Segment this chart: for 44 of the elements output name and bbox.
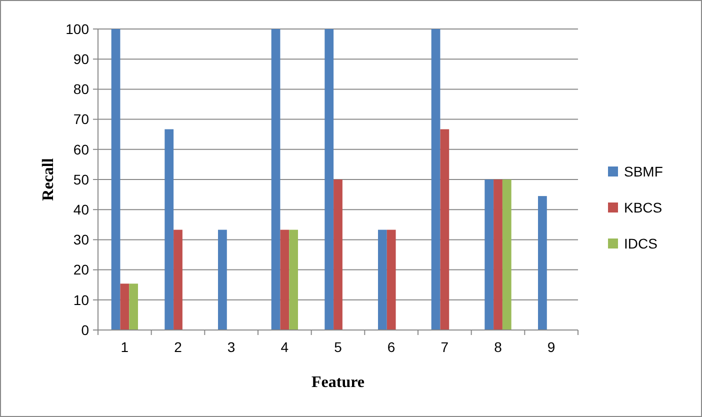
x-tick-label: 2 xyxy=(174,339,182,355)
y-tick-label: 80 xyxy=(73,81,90,98)
x-tick-label: 7 xyxy=(440,339,449,355)
bar xyxy=(431,29,440,330)
x-tick-label: 9 xyxy=(547,339,556,355)
bar xyxy=(218,230,227,330)
bar xyxy=(538,196,547,330)
legend-label: KBCS xyxy=(624,199,662,216)
bar xyxy=(386,230,396,330)
y-tick-label: 90 xyxy=(73,51,90,67)
y-tick-label: 30 xyxy=(73,232,90,248)
x-tick-label: 1 xyxy=(120,339,129,355)
bar xyxy=(324,29,334,330)
bar xyxy=(280,230,290,330)
y-tick-label: 10 xyxy=(73,292,90,308)
x-tick-label: 4 xyxy=(280,339,289,355)
bar xyxy=(120,284,130,330)
x-tick-label: 6 xyxy=(387,339,396,355)
bar xyxy=(334,180,342,330)
y-axis-title: Recall xyxy=(40,158,57,201)
y-tick-label: 70 xyxy=(73,111,90,128)
legend-label: SBMF xyxy=(624,163,663,180)
y-tick-label: 0 xyxy=(81,322,90,338)
bar xyxy=(378,230,387,330)
bar xyxy=(271,29,280,330)
bar xyxy=(289,230,298,330)
x-tick-label: 8 xyxy=(494,339,502,355)
x-axis-title: Feature xyxy=(311,374,365,391)
bar xyxy=(502,180,512,330)
y-tick-label: 50 xyxy=(73,171,90,188)
y-tick-label: 20 xyxy=(73,262,90,278)
bar xyxy=(111,29,120,330)
y-tick-label: 40 xyxy=(73,202,90,218)
y-tick-label: 60 xyxy=(73,141,90,158)
bar xyxy=(440,129,450,330)
y-tick-label: 100 xyxy=(66,20,90,37)
bar xyxy=(164,129,174,330)
legend-label: IDCS xyxy=(624,235,658,252)
bar xyxy=(484,180,494,330)
x-tick-label: 3 xyxy=(227,339,236,355)
x-tick-label: 5 xyxy=(334,339,342,355)
bar xyxy=(494,180,502,330)
bar xyxy=(174,230,182,330)
bar xyxy=(129,284,138,330)
